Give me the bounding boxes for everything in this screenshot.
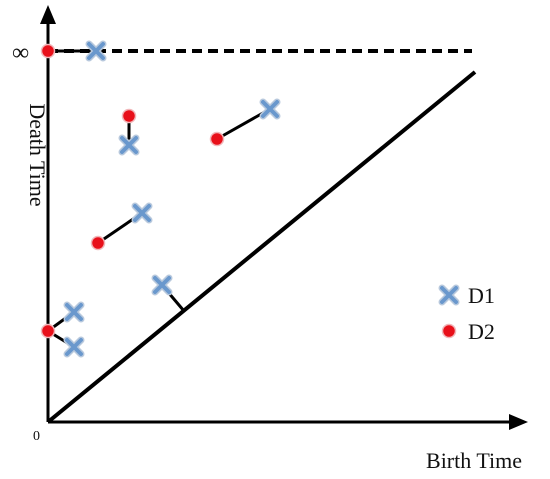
cross-marker-icon <box>67 305 81 319</box>
cross-marker-icon <box>263 102 277 116</box>
d2-points <box>40 43 225 339</box>
dot-marker-icon <box>121 108 137 124</box>
cross-marker-icon <box>67 340 81 354</box>
cross-marker-icon <box>122 138 136 152</box>
origin-label: 0 <box>33 429 40 444</box>
x-axis-arrow-icon <box>509 414 528 430</box>
y-axis-arrow-icon <box>40 5 56 24</box>
cross-marker-icon <box>442 288 456 302</box>
legend: D1 D2 <box>442 283 495 344</box>
axes <box>40 5 528 430</box>
cross-marker-icon <box>155 278 169 292</box>
dot-marker-icon <box>40 43 56 59</box>
diagonal-line <box>46 70 477 424</box>
x-axis-label: Birth Time <box>426 448 522 473</box>
dot-marker-icon <box>90 235 106 251</box>
dot-marker-icon <box>40 323 56 339</box>
cross-marker-icon <box>89 44 103 58</box>
d1-points <box>67 44 277 354</box>
legend-d2-label: D2 <box>468 319 495 344</box>
dot-marker-icon <box>209 131 225 147</box>
cross-marker-icon <box>135 206 149 220</box>
infinity-label: ∞ <box>12 40 29 66</box>
dot-marker-icon <box>441 323 457 339</box>
y-axis-label: Death Time <box>25 103 50 206</box>
legend-d1-label: D1 <box>468 283 495 308</box>
